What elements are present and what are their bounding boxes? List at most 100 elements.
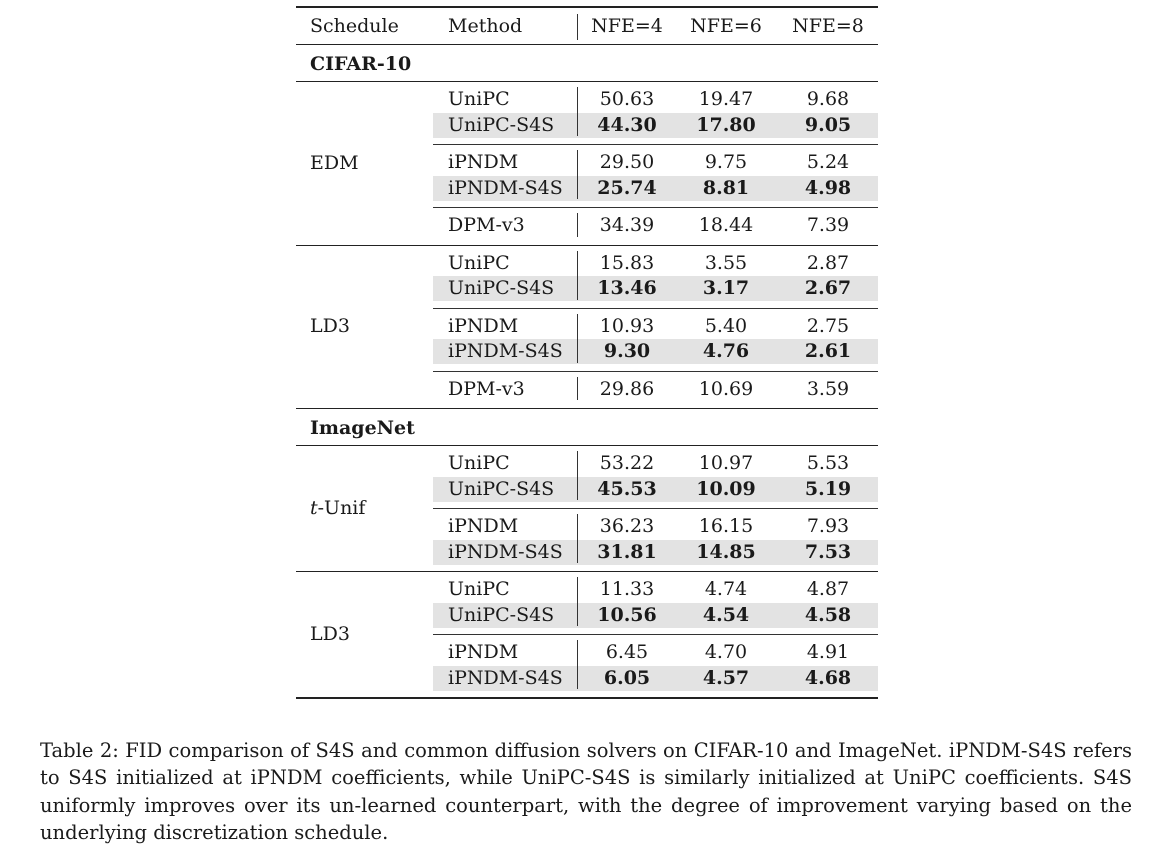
fid-nfe8: 4.87: [806, 578, 850, 600]
fid-nfe4: 6.05: [603, 666, 651, 689]
highlight-row-bg: [433, 539, 878, 565]
highlight-row-bg: [433, 112, 878, 138]
method-name: UniPC-S4S: [448, 277, 555, 299]
fid-nfe6: 19.47: [698, 88, 754, 110]
schedule-rule: [296, 244, 878, 246]
highlight-row-bg: [433, 339, 878, 364]
schedule-label: t-Unif: [310, 497, 366, 519]
fid-nfe4: 36.23: [599, 515, 655, 537]
column-separator: [577, 150, 578, 199]
fid-nfe4: 34.39: [599, 214, 655, 236]
schedule-label: LD3: [310, 623, 350, 645]
method-name: UniPC: [448, 251, 510, 274]
fid-nfe4: 31.81: [597, 540, 657, 563]
fid-nfe8: 5.19: [804, 477, 852, 500]
fid-nfe4: 29.50: [599, 151, 655, 173]
fid-nfe8: 9.05: [804, 113, 852, 136]
method-name: iPNDM: [448, 314, 519, 337]
header-schedule: Schedule: [310, 15, 399, 37]
fid-nfe6: 16.15: [698, 515, 754, 537]
fid-nfe4: 13.46: [597, 277, 657, 299]
fid-nfe6: 17.80: [696, 113, 756, 136]
fid-nfe8: 3.59: [806, 377, 850, 400]
method-name: UniPC-S4S: [448, 603, 555, 626]
results-table: Schedule Method NFE=4 NFE=6 NFE=8 CIFAR-10 Uni…: [296, 6, 878, 699]
fid-nfe4: 53.22: [599, 452, 655, 474]
column-separator: [577, 514, 578, 563]
group-rule: [433, 634, 878, 635]
column-separator: [577, 250, 578, 300]
method-name: iPNDM: [448, 515, 519, 537]
top-rule: [296, 6, 878, 8]
header-nfe8: NFE=8: [792, 15, 864, 37]
schedule-rule: [296, 571, 878, 572]
fid-nfe8: 5.24: [806, 151, 850, 173]
bottom-rule: [296, 697, 878, 699]
highlight-row-bg: [433, 476, 878, 502]
method-name: iPNDM-S4S: [448, 340, 563, 362]
fid-nfe4: 15.83: [599, 251, 655, 274]
column-separator: [577, 87, 578, 136]
fid-nfe6: 10.09: [696, 477, 756, 500]
group-rule: [433, 144, 878, 145]
fid-nfe6: 4.74: [704, 578, 748, 600]
dataset-rule: [296, 81, 878, 82]
header-rule: [296, 44, 878, 45]
fid-nfe8: 2.61: [804, 340, 852, 362]
table-caption: Table 2: FID comparison of S4S and commo…: [40, 738, 1132, 845]
dataset-label: ImageNet: [310, 417, 415, 439]
highlight-row-bg: [433, 665, 878, 691]
fid-nfe4: 10.93: [599, 314, 655, 337]
fid-nfe6: 10.97: [698, 452, 754, 474]
fid-nfe8: 4.98: [804, 176, 852, 199]
fid-nfe6: 14.85: [696, 540, 756, 563]
method-name: UniPC: [448, 578, 510, 600]
group-rule: [433, 307, 878, 309]
method-name: iPNDM: [448, 641, 519, 663]
method-name: UniPC: [448, 88, 510, 110]
fid-nfe6: 8.81: [702, 176, 750, 199]
method-name: UniPC-S4S: [448, 477, 555, 500]
fid-nfe6: 4.76: [702, 340, 750, 362]
fid-nfe8: 4.68: [804, 666, 852, 689]
fid-nfe8: 4.91: [806, 641, 850, 663]
fid-nfe4: 29.86: [599, 377, 655, 400]
fid-nfe6: 3.17: [702, 277, 750, 299]
schedule-rule: [296, 408, 878, 409]
method-name: DPM-v3: [448, 214, 525, 236]
group-rule: [433, 207, 878, 208]
fid-nfe8: 7.53: [804, 540, 852, 563]
column-separator: [577, 313, 578, 363]
fid-nfe4: 10.56: [597, 603, 657, 626]
fid-nfe6: 5.40: [704, 314, 748, 337]
group-rule: [433, 370, 878, 372]
column-separator: [577, 640, 578, 689]
column-separator: [577, 213, 578, 237]
method-name: iPNDM-S4S: [448, 666, 563, 689]
fid-nfe4: 50.63: [599, 88, 655, 110]
fid-nfe4: 25.74: [597, 176, 657, 199]
group-rule: [433, 508, 878, 509]
fid-nfe6: 3.55: [704, 251, 748, 274]
dataset-label: CIFAR-10: [310, 53, 412, 75]
fid-nfe4: 6.45: [605, 641, 649, 663]
method-name: DPM-v3: [448, 377, 525, 400]
schedule-label: LD3: [310, 315, 350, 338]
method-name: iPNDM-S4S: [448, 540, 563, 563]
header-nfe6: NFE=6: [690, 15, 762, 37]
fid-nfe8: 9.68: [806, 88, 850, 110]
method-name: UniPC-S4S: [448, 113, 555, 136]
highlight-row-bg: [433, 602, 878, 628]
schedule-label: EDM: [310, 151, 359, 174]
fid-nfe8: 7.39: [806, 214, 850, 236]
fid-nfe6: 4.70: [704, 641, 748, 663]
fid-nfe4: 45.53: [597, 477, 657, 500]
fid-nfe4: 44.30: [597, 113, 657, 136]
method-name: UniPC: [448, 452, 510, 474]
header-method: Method: [448, 15, 523, 37]
fid-nfe8: 7.93: [806, 515, 850, 537]
fid-nfe6: 10.69: [698, 377, 754, 400]
fid-nfe8: 2.87: [806, 251, 850, 274]
fid-nfe6: 9.75: [704, 151, 748, 173]
column-separator: [577, 376, 578, 400]
